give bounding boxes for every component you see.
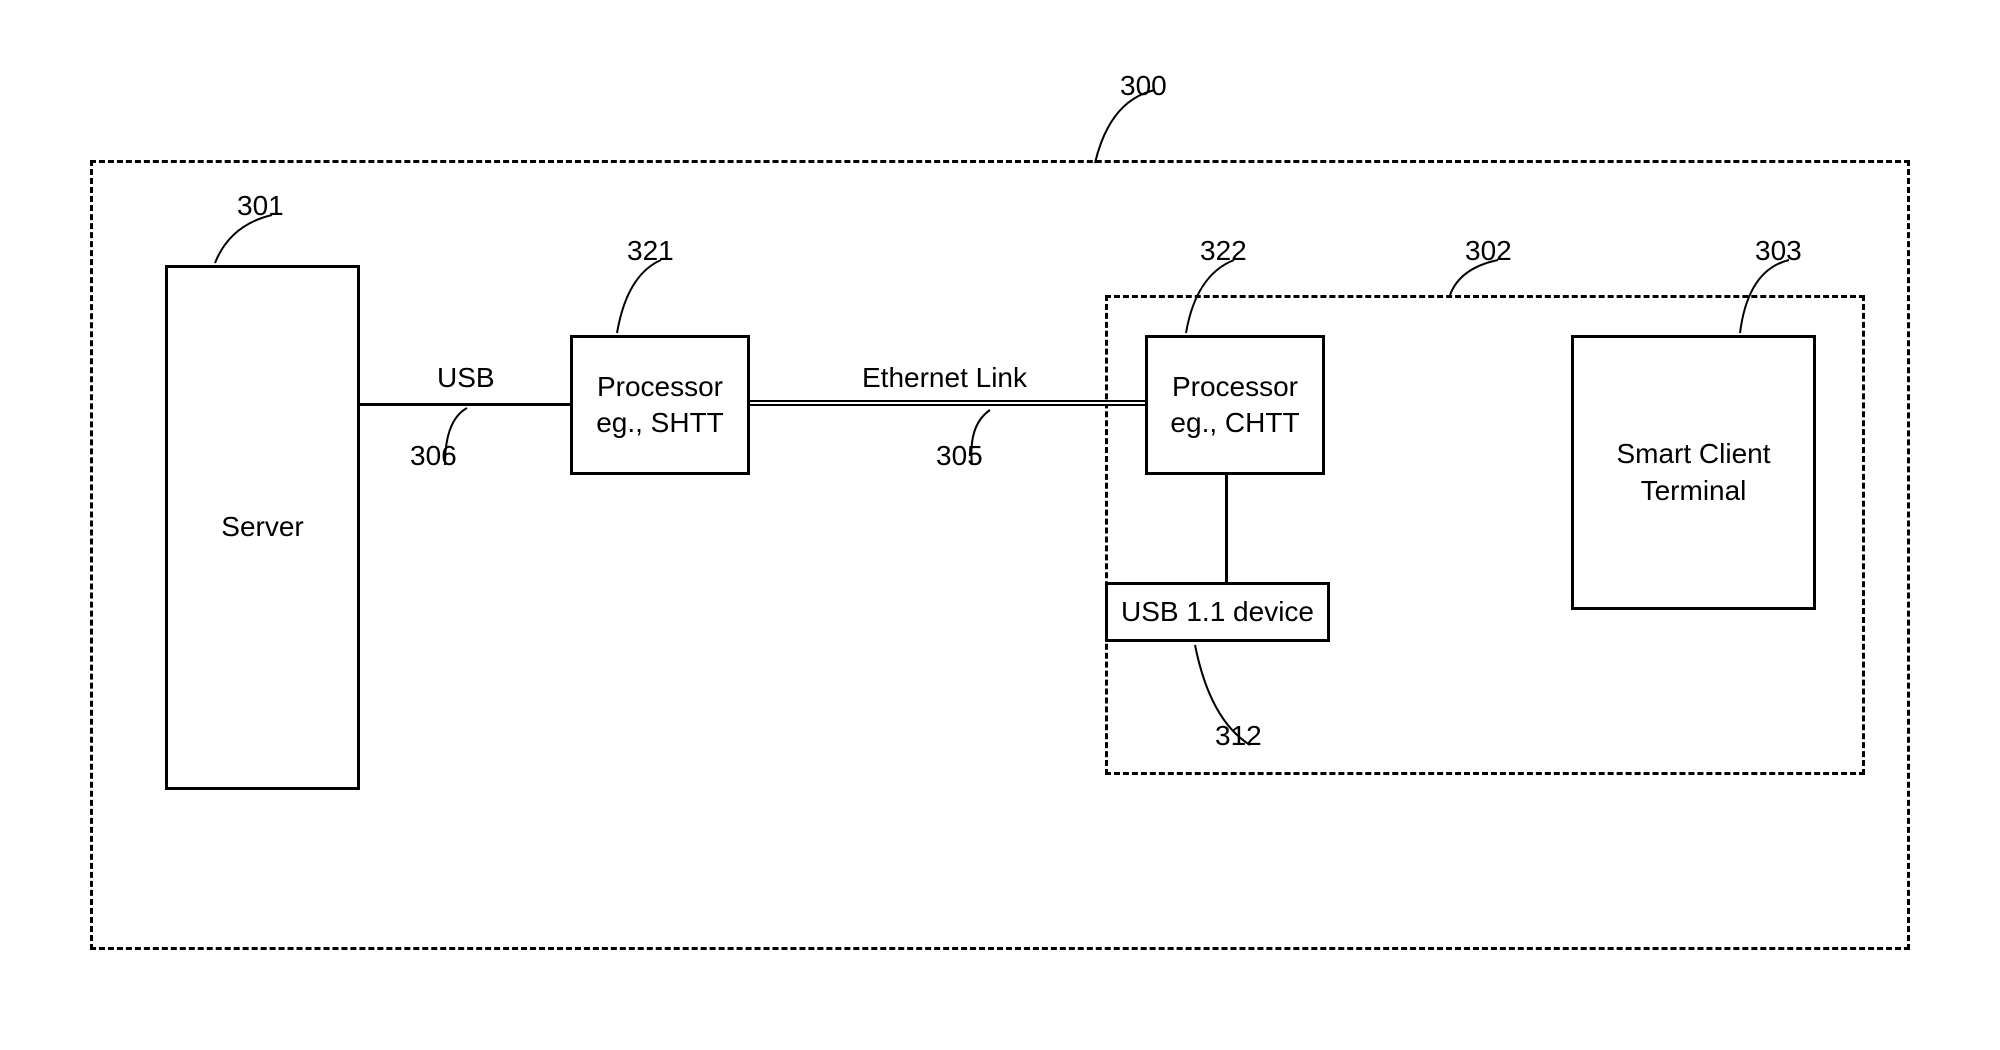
leader-lines [0, 0, 2000, 1050]
leader-312 [1195, 645, 1250, 745]
leader-303 [1740, 260, 1789, 333]
block-diagram: Server Processor eg., SHTT Processor eg.… [0, 0, 2000, 1050]
leader-301 [215, 215, 272, 263]
leader-321 [617, 260, 661, 333]
leader-322 [1186, 260, 1234, 333]
leader-300 [1095, 90, 1155, 163]
leader-306 [445, 408, 467, 465]
leader-305 [971, 410, 990, 465]
leader-302 [1450, 260, 1498, 295]
